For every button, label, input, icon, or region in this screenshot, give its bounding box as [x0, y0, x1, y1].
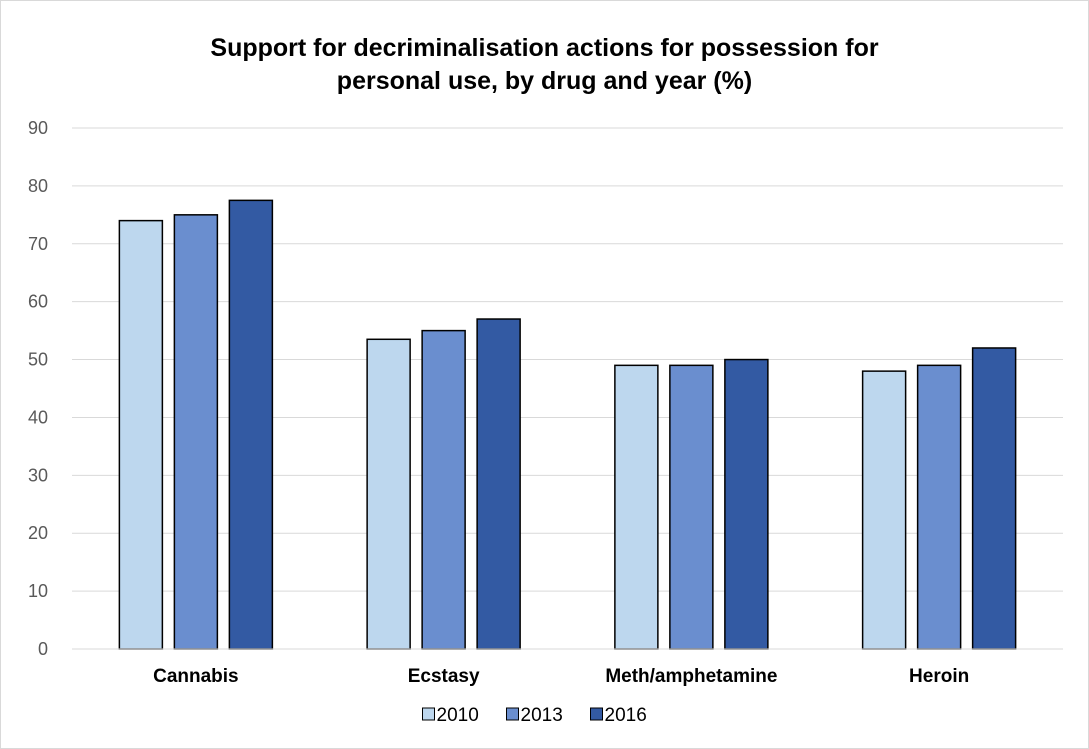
legend-swatch-2013: [506, 707, 519, 721]
bar-2013-meth-amphetamine: [669, 364, 714, 650]
x-category-label: Meth/amphetamine: [605, 666, 777, 687]
y-tick-label: 20: [28, 523, 48, 543]
legend-label: 2016: [605, 705, 647, 726]
y-tick-label: 0: [38, 639, 48, 659]
y-tick-label: 80: [28, 176, 48, 196]
x-category-label: Ecstasy: [408, 666, 480, 687]
bar-2016-meth-amphetamine: [724, 358, 769, 650]
bar-2013-cannabis: [173, 214, 219, 650]
y-tick-label: 50: [28, 350, 48, 370]
bar-2016-ecstasy: [476, 318, 521, 650]
category-labels: Cannabis Ecstasy Meth/amphetamine Heroin: [153, 666, 969, 687]
bar-2010-heroin: [861, 370, 907, 650]
bar-2013-heroin: [916, 364, 962, 650]
chart-title-line-2: personal use, by drug and year (%): [336, 67, 753, 95]
y-tick-label: 60: [28, 292, 48, 312]
legend-label: 2010: [437, 705, 479, 726]
bars: [118, 199, 1017, 650]
bar-2016-heroin: [971, 347, 1017, 650]
y-tick-label: 10: [28, 581, 48, 601]
bar-2016-cannabis: [228, 199, 274, 650]
y-tick-label: 30: [28, 465, 48, 485]
legend-swatch-2016: [590, 707, 603, 721]
legend-swatch-2010: [422, 707, 435, 721]
y-tick-label: 40: [28, 407, 48, 427]
bar-2010-cannabis: [118, 219, 164, 650]
bar-2013-ecstasy: [421, 329, 466, 650]
y-tick-label: 90: [28, 118, 48, 138]
legend-label: 2013: [521, 705, 563, 726]
y-tick-label: 70: [28, 234, 48, 254]
legend: 2010 2013 2016: [422, 705, 647, 726]
bar-2010-ecstasy: [366, 338, 411, 650]
gridlines: [72, 127, 1063, 592]
bar-2010-meth-amphetamine: [614, 364, 659, 650]
y-axis-ticks: 0 10 20 30 40 50 60 70 80 90: [28, 118, 48, 659]
chart-title: Support for decriminalisation actions fo…: [0, 32, 1089, 98]
chart-title-line-1: Support for decriminalisation actions fo…: [210, 34, 879, 62]
x-category-label: Cannabis: [153, 666, 239, 687]
x-category-label: Heroin: [909, 666, 969, 687]
